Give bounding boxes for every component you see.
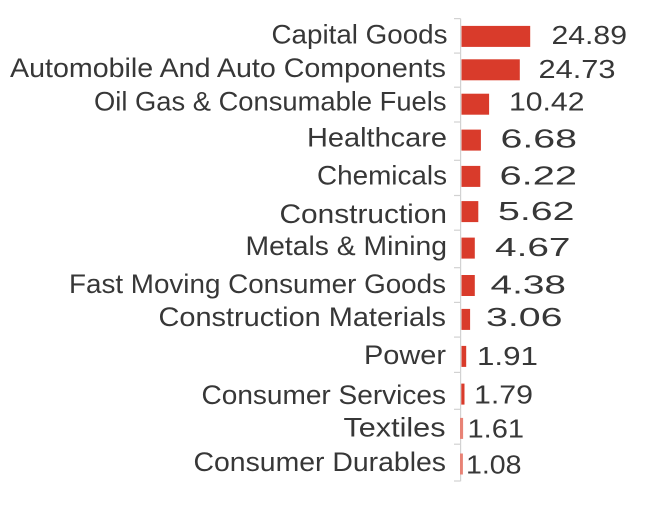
svg-text:1.79: 1.79 — [474, 381, 533, 409]
svg-text:24.89: 24.89 — [552, 22, 628, 50]
svg-text:10.42: 10.42 — [509, 89, 585, 117]
svg-text:Construction Materials: Construction Materials — [159, 302, 447, 332]
svg-text:Textiles: Textiles — [344, 413, 446, 443]
svg-text:5.62: 5.62 — [498, 198, 575, 226]
svg-text:Oil Gas & Consumable Fuels: Oil Gas & Consumable Fuels — [94, 87, 446, 117]
svg-text:Consumer Durables: Consumer Durables — [194, 447, 447, 477]
svg-text:1.08: 1.08 — [466, 451, 522, 479]
svg-text:Healthcare: Healthcare — [307, 123, 447, 153]
svg-text:4.38: 4.38 — [491, 271, 567, 299]
svg-text:1.61: 1.61 — [468, 416, 525, 444]
svg-text:Consumer Services: Consumer Services — [202, 380, 447, 410]
svg-text:Capital Goods: Capital Goods — [272, 19, 448, 49]
svg-text:Power: Power — [364, 340, 446, 370]
svg-text:3.06: 3.06 — [486, 304, 563, 332]
svg-text:4.67: 4.67 — [495, 234, 571, 262]
svg-text:Fast Moving Consumer Goods: Fast Moving Consumer Goods — [69, 269, 446, 299]
svg-text:1.91: 1.91 — [477, 343, 538, 371]
svg-text:Chemicals: Chemicals — [317, 160, 447, 190]
svg-text:6.22: 6.22 — [500, 163, 578, 191]
svg-text:24.73: 24.73 — [539, 56, 616, 84]
svg-text:Automobile And Auto Components: Automobile And Auto Components — [10, 53, 446, 83]
svg-text:6.68: 6.68 — [501, 126, 578, 154]
svg-text:Metals & Mining: Metals & Mining — [246, 231, 448, 261]
svg-text:Construction: Construction — [280, 199, 448, 229]
